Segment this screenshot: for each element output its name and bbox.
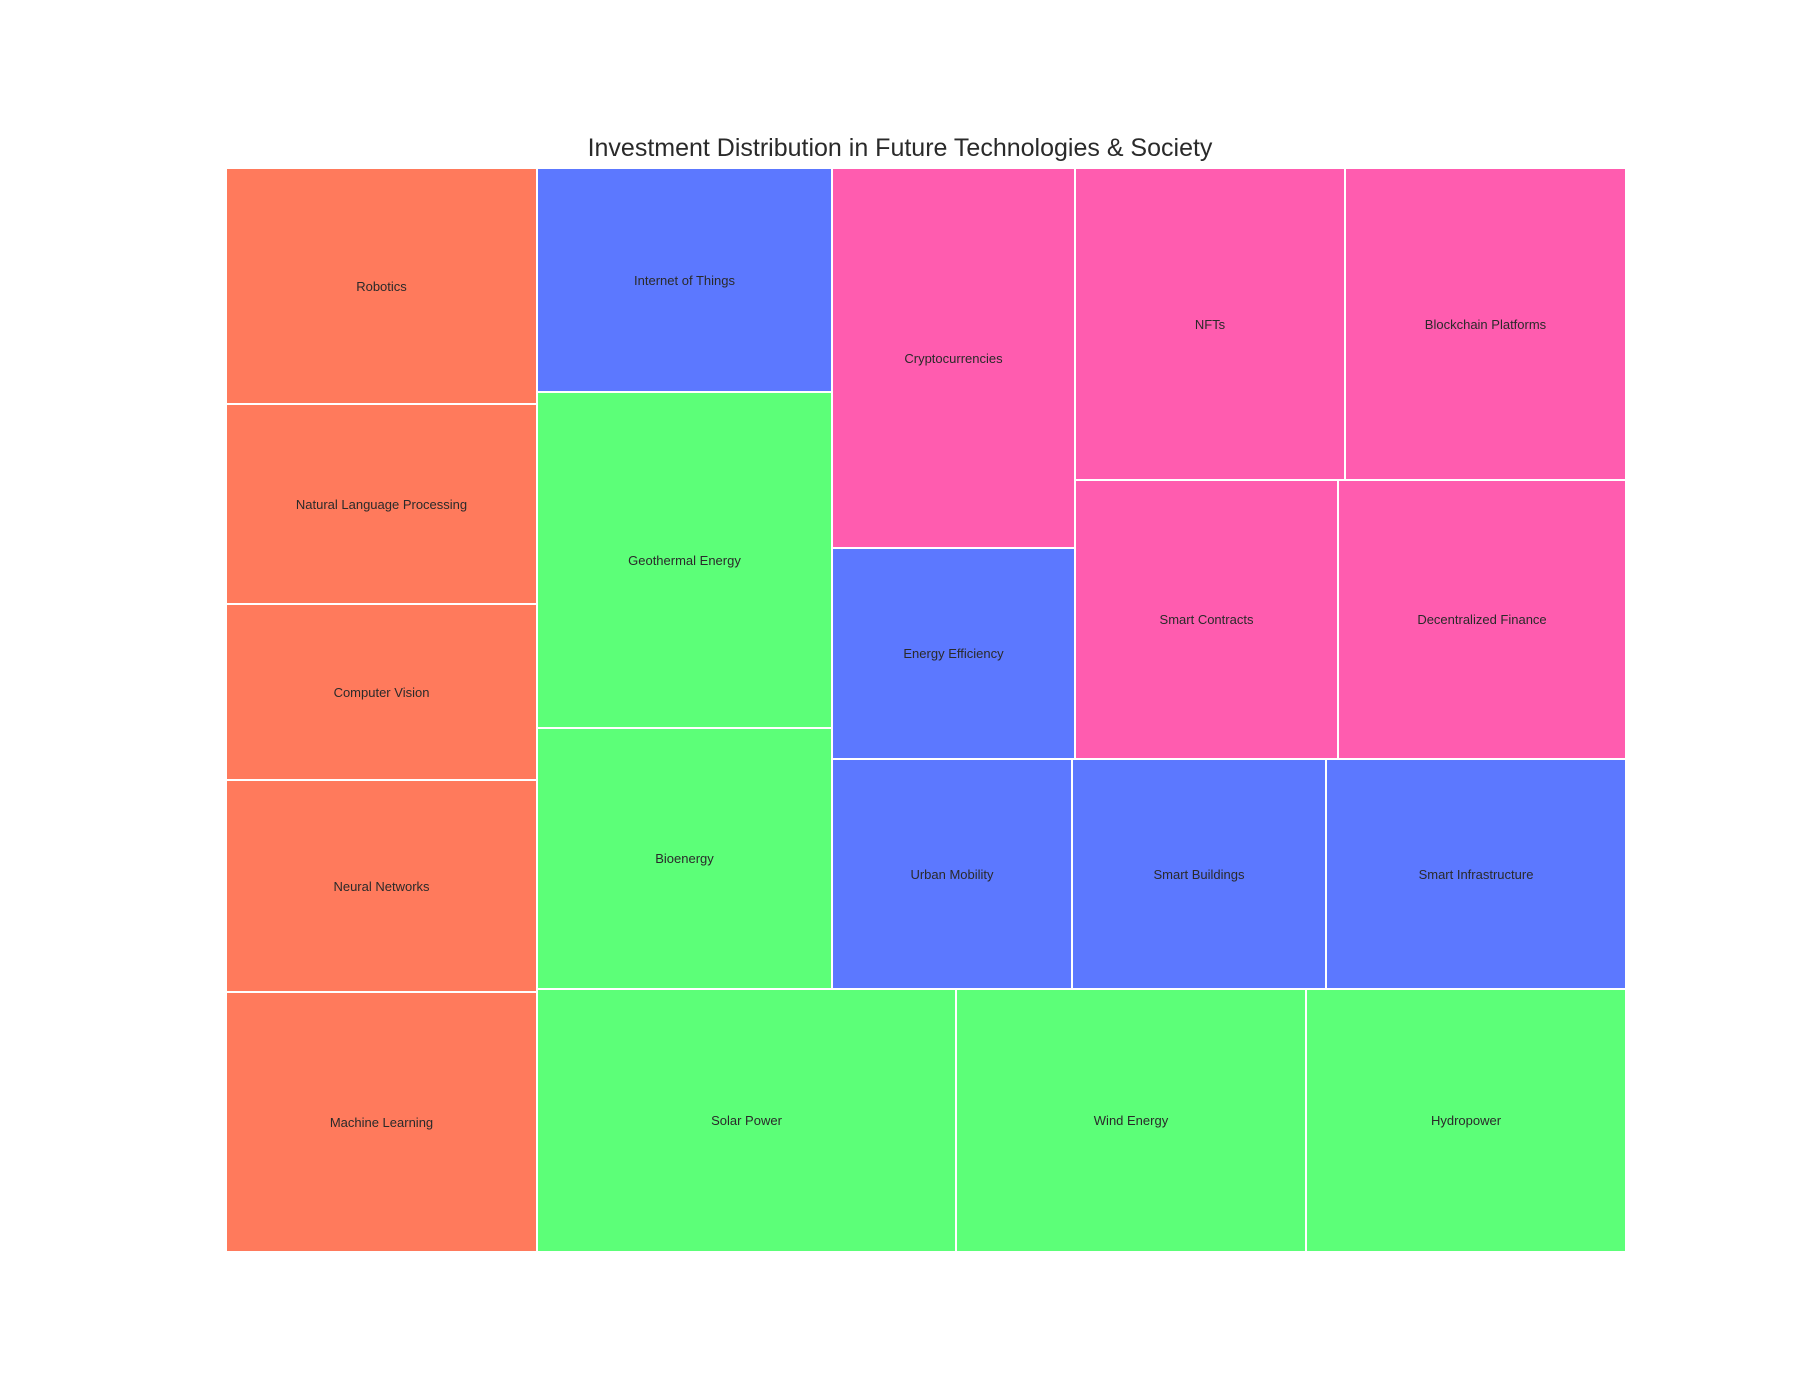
treemap-tile-label: Smart Buildings — [1153, 866, 1245, 882]
treemap-tile-label: Neural Networks — [333, 878, 430, 894]
treemap-tile[interactable]: Hydropower — [1306, 989, 1626, 1252]
treemap-tile[interactable]: Robotics — [226, 168, 537, 404]
treemap-tile-label: Solar Power — [711, 1113, 782, 1128]
treemap-tile-label: Decentralized Finance — [1417, 612, 1547, 627]
treemap-tile[interactable]: Machine Learning — [226, 992, 537, 1252]
treemap-tile[interactable]: Cryptocurrencies — [832, 168, 1075, 548]
treemap-tile-label: Smart Contracts — [1159, 612, 1254, 627]
treemap-tile[interactable]: Energy Efficiency — [832, 548, 1075, 759]
treemap-chart: Robotics Natural Language Processing Compu… — [226, 168, 1626, 1252]
treemap-tile-label: Internet of Things — [634, 272, 735, 288]
treemap-tile-label: Blockchain Platforms — [1424, 316, 1547, 332]
chart-title: Investment Distribution in Future Techno… — [587, 134, 1213, 162]
treemap-tile[interactable]: Smart Contracts — [1075, 480, 1338, 759]
treemap-tile[interactable]: Geothermal Energy — [537, 392, 832, 728]
treemap-tile[interactable]: Wind Energy — [956, 989, 1306, 1252]
treemap-tile-label: Computer Vision — [333, 684, 430, 700]
treemap-tile[interactable]: Decentralized Finance — [1338, 480, 1626, 759]
treemap-tile-label: Energy Efficiency — [903, 646, 1004, 661]
treemap-tile-label: Natural Language Processing — [295, 496, 468, 512]
treemap-tile[interactable]: Computer Vision — [226, 604, 537, 780]
treemap-tile[interactable]: Smart Buildings — [1072, 759, 1326, 989]
treemap-tile[interactable]: Smart Infrastructure — [1326, 759, 1626, 989]
treemap-tile[interactable]: Neural Networks — [226, 780, 537, 992]
treemap-tile-label: Hydropower — [1430, 1113, 1502, 1128]
treemap-tile[interactable]: Natural Language Processing — [226, 404, 537, 604]
treemap-tile-label: Wind Energy — [1093, 1113, 1169, 1128]
treemap-tile-label: NFTs — [1194, 316, 1226, 332]
treemap-tile-label: Cryptocurrencies — [904, 350, 1003, 366]
treemap-tile-label: Urban Mobility — [910, 866, 994, 882]
treemap-tile[interactable]: Bioenergy — [537, 728, 832, 989]
treemap-tile-label: Machine Learning — [329, 1114, 434, 1130]
treemap-tile-label: Smart Infrastructure — [1418, 866, 1534, 882]
treemap-tile[interactable]: Solar Power — [537, 989, 956, 1252]
treemap-tile-label: Geothermal Energy — [628, 552, 741, 568]
treemap-tile[interactable]: Internet of Things — [537, 168, 832, 392]
treemap-tile[interactable]: Blockchain Platforms — [1345, 168, 1626, 480]
treemap-tile[interactable]: Urban Mobility — [832, 759, 1072, 989]
treemap-tile[interactable]: NFTs — [1075, 168, 1345, 480]
treemap-tile-label: Robotics — [356, 278, 407, 294]
treemap-tile-label: Bioenergy — [655, 851, 714, 866]
